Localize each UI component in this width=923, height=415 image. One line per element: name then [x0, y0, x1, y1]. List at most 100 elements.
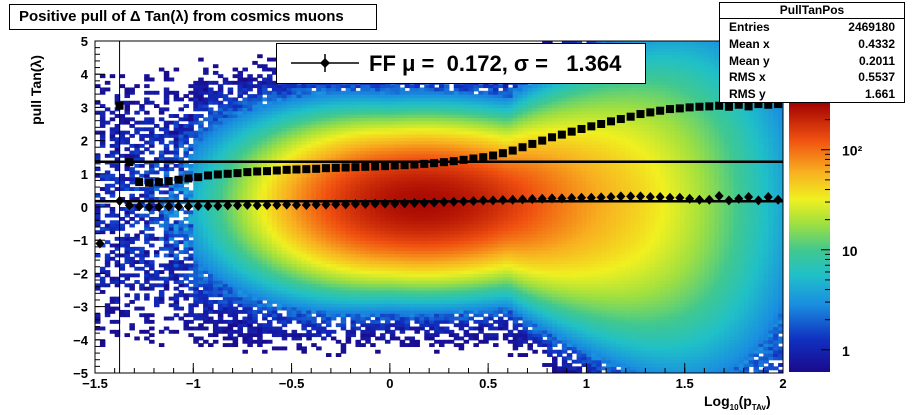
heatmap-cell: [124, 183, 130, 188]
heatmap-cell: [271, 114, 278, 118]
heatmap-cell: [99, 104, 106, 108]
heatmap-cell: [389, 173, 396, 178]
heatmap-cell: [139, 266, 145, 271]
heatmap-cell: [311, 290, 317, 294]
heatmap-cell: [301, 110, 307, 115]
heatmap-cell: [271, 290, 278, 294]
heatmap-cell: [409, 84, 416, 89]
heatmap-cell: [340, 286, 347, 291]
heatmap-cell: [188, 220, 194, 225]
heatmap-cell: [129, 223, 135, 228]
heatmap-cell: [198, 280, 204, 284]
heatmap-cell: [208, 114, 214, 118]
heatmap-cell: [419, 223, 425, 228]
heatmap-cell: [414, 273, 420, 278]
heatmap-cell: [409, 173, 416, 178]
heatmap-cell: [365, 253, 371, 258]
heatmap-cell: [321, 270, 327, 274]
heatmap-cell: [384, 173, 391, 178]
heatmap-cell: [325, 220, 332, 225]
heatmap-cell: [419, 203, 425, 208]
heatmap-cell: [311, 233, 317, 238]
heatmap-cell: [380, 250, 386, 255]
heatmap-cell: [203, 137, 209, 142]
heatmap-cell: [281, 273, 288, 278]
heatmap-cell: [262, 133, 268, 138]
heatmap-cell: [439, 233, 445, 238]
heatmap-cell: [321, 236, 327, 241]
heatmap-cell: [424, 110, 430, 115]
heatmap-cell: [365, 276, 371, 281]
heatmap-cell: [325, 226, 332, 231]
heatmap-cell: [271, 226, 278, 231]
heatmap-cell: [375, 180, 381, 185]
heatmap-cell: [109, 137, 116, 142]
heatmap-cell: [222, 207, 229, 211]
heatmap-cell: [365, 87, 371, 92]
heatmap-cell: [296, 240, 302, 245]
heatmap-cell: [414, 263, 420, 268]
heatmap-cell: [242, 124, 248, 128]
heatmap-cell: [281, 143, 288, 148]
heatmap-cell: [296, 197, 302, 201]
heatmap-cell: [330, 143, 337, 148]
heatmap-cell: [330, 296, 337, 301]
heatmap-cell: [144, 213, 150, 218]
heatmap-cell: [380, 333, 386, 338]
heatmap-cell: [365, 303, 371, 308]
heatmap-cell: [424, 299, 430, 304]
heatmap-cell: [242, 127, 248, 132]
heatmap-cell: [345, 114, 352, 118]
heatmap-cell: [257, 246, 263, 251]
heatmap-cell: [448, 197, 455, 201]
heatmap-cell: [365, 240, 371, 245]
heatmap-cell: [237, 167, 244, 172]
heatmap-cell: [434, 94, 440, 99]
heatmap-cell: [124, 94, 130, 99]
heatmap-cell: [193, 253, 199, 258]
heatmap-cell: [149, 137, 155, 142]
heatmap-cell: [267, 303, 273, 308]
heatmap-cell: [271, 346, 278, 351]
heatmap-cell: [144, 120, 150, 125]
heatmap-cell: [380, 256, 386, 261]
heatmap-cell: [439, 230, 445, 235]
heatmap-cell: [429, 207, 435, 211]
heatmap-cell: [168, 230, 175, 235]
heatmap-cell: [276, 223, 283, 228]
heatmap-cell: [281, 147, 288, 152]
heatmap-cell: [404, 137, 411, 142]
heatmap-cell: [242, 349, 248, 354]
heatmap-cell: [301, 293, 307, 298]
heatmap-cell: [188, 246, 194, 251]
heatmap-cell: [458, 280, 465, 284]
heatmap-cell: [370, 100, 376, 105]
heatmap-cell: [321, 306, 327, 311]
heatmap-cell: [419, 256, 425, 261]
heatmap-cell: [252, 137, 258, 142]
heatmap-cell: [286, 216, 293, 221]
heatmap-cell: [124, 313, 130, 318]
heatmap-cell: [321, 250, 327, 255]
heatmap-cell: [453, 104, 460, 108]
heatmap-cell: [448, 207, 455, 211]
heatmap-cell: [188, 147, 194, 152]
heatmap-cell: [399, 293, 406, 298]
heatmap-cell: [424, 210, 430, 215]
heatmap-cell: [340, 107, 347, 112]
heatmap-cell: [188, 157, 194, 162]
heatmap-cell: [257, 280, 263, 284]
heatmap-cell: [301, 280, 307, 284]
heatmap-cell: [355, 147, 361, 152]
heatmap-cell: [394, 104, 401, 108]
heatmap-cell: [424, 187, 430, 191]
heatmap-cell: [306, 207, 312, 211]
heatmap-cell: [173, 150, 180, 155]
heatmap-cell: [448, 150, 455, 155]
heatmap-cell: [291, 333, 298, 338]
heatmap-cell: [301, 190, 307, 195]
heatmap-cell: [370, 197, 376, 201]
heatmap-cell: [291, 303, 298, 308]
heatmap-cell: [163, 283, 170, 288]
heatmap-cell: [252, 216, 258, 221]
